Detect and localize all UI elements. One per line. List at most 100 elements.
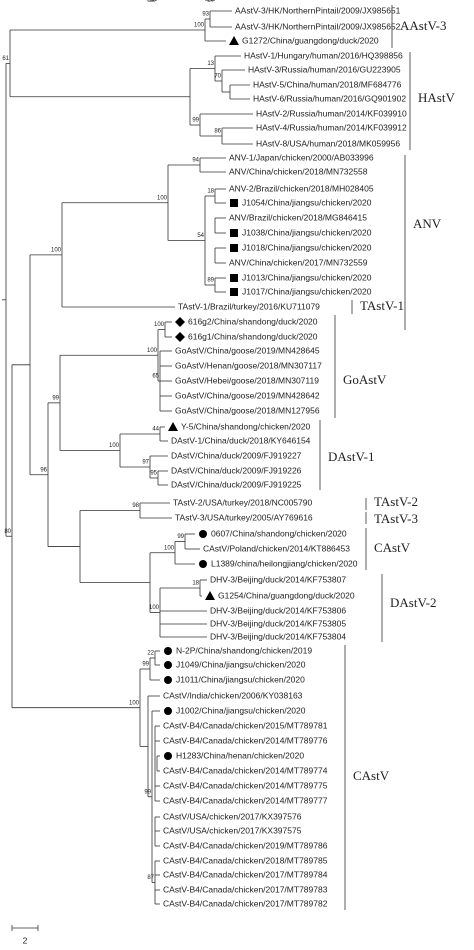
leaf-label: ANV/China/chicken/2018/MN732558 <box>229 166 368 176</box>
leaf-label: J1002/China/jiangsu/chicken/2020 <box>176 705 306 715</box>
marker-diamond <box>175 332 185 342</box>
clade-label: HAstV <box>418 90 455 105</box>
marker-circle <box>164 647 172 655</box>
leaf-label: G1254/China/guangdong/duck/2020 <box>218 590 355 600</box>
bootstrap-value: 100 <box>164 545 175 551</box>
marker-circle <box>164 752 172 760</box>
leaf-label: CAstV/USA/chicken/2017/KX397575 <box>163 825 302 835</box>
bootstrap-value: 95 <box>150 471 157 477</box>
leaf-label: DHV-3/Beijing/duck/2014/KF753807 <box>210 574 346 584</box>
bootstrap-value: 100 <box>157 195 168 201</box>
marker-triangle <box>168 422 178 431</box>
bootstrap-value: 100 <box>51 247 62 253</box>
leaf-label: GoAstV/China/goose/2019/MN428642 <box>175 390 320 400</box>
leaf-label: ANV/China/chicken/2017/MN732559 <box>229 257 368 267</box>
bootstrap-value: 80 <box>4 529 11 535</box>
leaf-label: HAstV-2/Russia/human/2014/KF039910 <box>256 108 407 118</box>
bootstrap-value: 61 <box>2 56 9 62</box>
clade-label: GoAstV <box>343 372 387 387</box>
leaf-label: GoAstV/Hebei/goose/2018/MN307119 <box>175 375 319 385</box>
leaf-label: CAstV-B4/Canada/chicken/2017/MT789783 <box>163 884 328 894</box>
marker-triangle <box>229 36 239 45</box>
leaf-label: 616g1/China/shandong/duck/2020 <box>188 331 318 341</box>
bootstrap-value: 99 <box>177 534 184 540</box>
bootstrap-value: 93 <box>202 12 209 18</box>
bootstrap-value: 99 <box>142 662 149 668</box>
bootstrap-value: 100 <box>109 443 120 449</box>
leaf-label: ANV/Brazil/chicken/2018/MG846415 <box>229 212 367 222</box>
leaf-label: HAstV-1/Hungary/human/2016/HQ398856 <box>244 50 403 60</box>
leaf-label: CAstV/Poland/chicken/2014/KT886453 <box>203 543 350 553</box>
bootstrap-value: 100 <box>154 322 165 328</box>
leaf-label: HAstV-4/Russia/human/2014/KF039912 <box>256 122 407 132</box>
marker-circle <box>199 530 207 538</box>
marker-square <box>230 199 238 207</box>
bootstrap-value: 97 <box>142 460 149 466</box>
bootstrap-value: 99 <box>52 395 59 401</box>
leaf-label: TAstV-1/Brazil/turkey/2016/KU711079 <box>178 301 320 311</box>
leaf-label: DHV-3/Beijing/duck/2014/KF753805 <box>210 618 346 628</box>
bootstrap-value: 65 <box>152 374 159 380</box>
leaf-label: CAstV-B4/Canada/chicken/2018/MT789785 <box>163 855 328 865</box>
leaf-label: 0607/China/shandong/chicken/2020 <box>211 528 347 538</box>
leaf-label: DHV-3/Beijing/duck/2014/KF753806 <box>210 605 346 615</box>
leaf-label: L1389/china/heilongjiang/chicken/2020 <box>211 558 358 568</box>
bootstrap-value: 86 <box>214 129 221 135</box>
marker-square <box>230 244 238 252</box>
leaf-label: G1272/China/guangdong/duck/2020 <box>242 35 379 45</box>
bootstrap-value: 13 <box>207 61 214 67</box>
leaf-label: GoAstV/China/goose/2019/MN428645 <box>175 345 320 355</box>
leaf-label: DAstV/China/duck/2009/FJ919225 <box>171 479 302 489</box>
bootstrap-value: 98 <box>132 503 139 509</box>
leaf-label: J1054/China/jiangsu/chicken/2020 <box>242 197 372 207</box>
leaf-label: J1017/China/jiangsu/chicken/2020 <box>242 286 372 296</box>
leaf-label: GoAstV/China/goose/2018/MN127956 <box>175 405 320 415</box>
leaf-label: HAstV-3/Russia/human/2016/GU223905 <box>248 64 401 74</box>
leaf-label: AAstV-3/HK/NorthernPintail/2009/JX985652 <box>235 21 401 31</box>
bootstrap-value: 100 <box>149 605 160 611</box>
leaf-label: AAstV-3/HK/NorthernPintail/2009/JX985651 <box>235 5 401 15</box>
clade-label: DAstV-2 <box>390 595 436 610</box>
bootstrap-value: 99 <box>192 118 199 124</box>
leaf-label: CAstV/USA/chicken/2017/KX397576 <box>163 811 302 821</box>
leaf-label: CAstV/India/chicken/2006/KY038163 <box>163 690 303 700</box>
leaf-label: 616g2/China/shandong/duck/2020 <box>188 316 318 326</box>
leaf-label: DAstV/China/duck/2009/FJ919227 <box>171 450 302 460</box>
leaf-label: CAstV-B4/Canada/chicken/2017/MT789782 <box>163 898 328 908</box>
leaf-label: CAstV-B4/Canada/chicken/2014/MT789776 <box>163 735 328 745</box>
scale-bar-label: 2 <box>23 935 28 945</box>
leaf-label: CAstV-B4/Canada/chicken/2019/MT789786 <box>163 840 328 850</box>
clade-label: CAstV <box>353 768 390 783</box>
leaf-label: J1049/China/jiangsu/chicken/2020 <box>176 659 306 669</box>
marker-triangle <box>205 591 215 600</box>
bootstrap-value: 44 <box>152 427 159 433</box>
leaf-label: HAstV-6/Russia/human/2016/GQ901902 <box>253 93 406 103</box>
bootstrap-value: 89 <box>207 278 214 284</box>
leaf-label: CAstV-B4/Canada/chicken/2017/MT789784 <box>163 869 328 879</box>
marker-circle <box>164 707 172 715</box>
leaf-label: ANV-2/Brazil/chicken/2018/MH028405 <box>229 183 374 193</box>
marker-square <box>230 229 238 237</box>
bootstrap-value: 100 <box>147 348 158 354</box>
bootstrap-value: 54 <box>197 233 204 239</box>
clade-label: AAstV-3 <box>400 18 446 33</box>
bootstrap-value: 27 <box>207 0 214 4</box>
leaf-label: H1283/China/henan/chicken/2020 <box>176 750 304 760</box>
marker-circle <box>199 560 207 568</box>
clade-label: DAstV-1 <box>328 449 374 464</box>
leaf-label: J1018/China/jiangsu/chicken/2020 <box>242 242 372 252</box>
marker-square <box>230 288 238 296</box>
leaf-label: CAstV-B4/Canada/chicken/2015/MT789781 <box>163 720 328 730</box>
leaf-label: TAstV-2/USA/turkey/2018/NC005790 <box>173 497 312 507</box>
marker-diamond <box>175 317 185 327</box>
leaf-label: J1011/China/jiangsu/chicken/2020 <box>176 674 305 684</box>
bootstrap-value: 96 <box>40 467 47 473</box>
leaf-label: Y-5/China/shandong/chicken/2020 <box>181 421 310 431</box>
leaf-label: TAstV-3/USA/turkey/2005/AY769616 <box>175 512 313 522</box>
leaf-label: N-2P/China/shandong/chicken/2019 <box>176 645 312 655</box>
bootstrap-value: 99 <box>144 789 151 795</box>
leaf-label: HAstV-5/China/human/2018/MF684776 <box>253 79 402 89</box>
bootstrap-value: 58 <box>149 0 156 4</box>
clade-label: TAstV-3 <box>374 511 418 526</box>
